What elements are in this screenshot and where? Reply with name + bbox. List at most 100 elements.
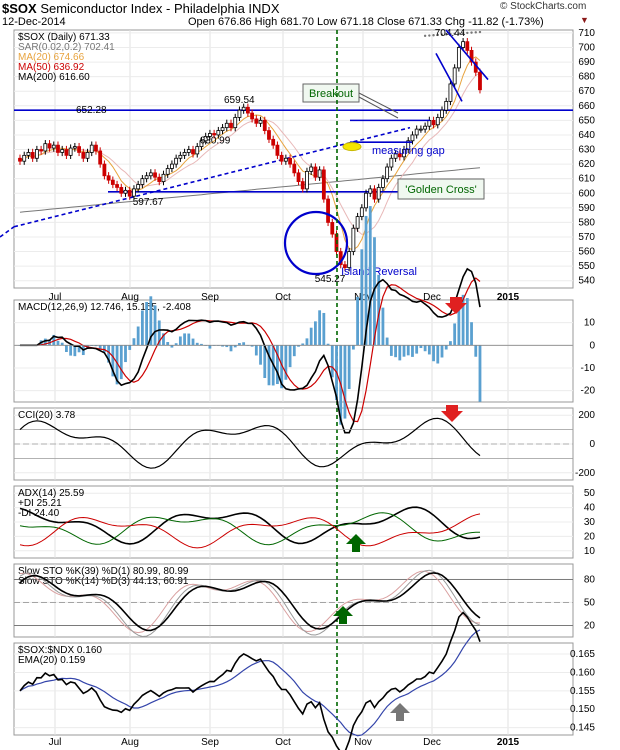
candle-body: [229, 122, 233, 129]
y-tick-label: 0.165: [570, 649, 595, 660]
y-tick-label: 570: [578, 232, 595, 243]
minus-di-line: [19, 513, 481, 549]
ratio-up-arrow-icon: [390, 703, 410, 721]
low-label-1: 597.67: [133, 197, 164, 208]
macd-histogram-bar: [297, 345, 300, 347]
candle-body: [174, 157, 179, 165]
macd-line: [20, 267, 481, 434]
legend-entry: $SOX:$NDX 0.160: [18, 645, 102, 656]
candle-body: [165, 168, 170, 175]
macd-histogram-bar: [43, 338, 47, 346]
y-tick-label: 80: [584, 574, 596, 585]
macd-histogram-bar: [318, 310, 322, 346]
y-tick-label: 620: [578, 159, 595, 170]
macd-histogram-bar: [229, 345, 233, 352]
sto-fast-k-line: [19, 569, 481, 638]
macd-histogram-bar: [128, 345, 132, 350]
macd-histogram-bar: [65, 345, 68, 353]
macd-histogram-bar: [153, 305, 157, 346]
y-tick-label: 20: [584, 531, 596, 542]
legend-entry: Slow STO %K(14) %D(3) 44.13, 60.91: [18, 576, 189, 587]
candle-body: [410, 134, 415, 142]
y-tick-label: 560: [578, 247, 595, 258]
candle-body: [317, 169, 322, 178]
macd-histogram-bar: [415, 345, 419, 354]
candle-body: [258, 119, 263, 124]
candle-body: [372, 188, 377, 200]
y-tick-label: 610: [578, 174, 595, 185]
macd-histogram-bar: [60, 342, 64, 346]
macd-histogram-bar: [465, 298, 469, 346]
macd-histogram-bar: [360, 249, 364, 346]
island-reversal-label: Island Reversal: [341, 266, 417, 278]
macd-histogram-bar: [238, 343, 241, 346]
ohlc-line: Open 676.86 High 681.70 Low 671.18 Close…: [188, 16, 544, 28]
candle-body: [250, 112, 255, 120]
y-tick-label: -10: [581, 363, 596, 374]
macd-histogram-bar: [69, 345, 73, 356]
candle-body: [127, 189, 132, 197]
macd-histogram-bar: [364, 215, 368, 346]
macd-histogram-bar: [432, 345, 435, 362]
legend-entry: ADX(14) 25.59: [18, 488, 85, 499]
candle-body: [364, 192, 368, 209]
chart-date: 12-Dec-2014: [2, 16, 66, 28]
candle-body: [279, 154, 284, 162]
candle-body: [347, 251, 352, 268]
candle-body: [385, 166, 390, 180]
plus-di-line: [19, 512, 480, 546]
macd-histogram-bar: [478, 345, 482, 402]
golden-cross-label: 'Golden Cross': [405, 184, 476, 196]
index-name: Semiconductor Index - Philadelphia INDX: [40, 1, 280, 16]
adx-line: [19, 506, 481, 545]
candle-body: [140, 178, 145, 185]
macd-histogram-bar: [242, 342, 246, 346]
x-month-label: Nov: [354, 737, 372, 748]
macd-histogram-bar: [191, 338, 195, 346]
y-tick-label: 0.150: [570, 704, 595, 715]
candle-body: [144, 175, 149, 180]
macd-histogram-bar: [254, 345, 258, 356]
candle-body: [431, 119, 436, 126]
legend-entry: +DI 25.21: [18, 498, 62, 509]
candle-body: [254, 118, 259, 124]
candle-body: [60, 149, 65, 153]
candle-body: [47, 143, 52, 149]
copyright: © StockCharts.com: [500, 1, 587, 12]
y-tick-label: 0.160: [570, 667, 595, 678]
macd-down-arrow-icon: [445, 297, 467, 314]
macd-histogram-bar: [149, 296, 153, 346]
macd-histogram-bar: [187, 333, 191, 346]
symbol: $SOX: [2, 1, 37, 16]
candle-body: [186, 149, 191, 153]
sar-dot: [445, 33, 448, 36]
golden-cross-box: [397, 178, 485, 200]
candle-body: [393, 153, 398, 159]
macd-histogram-bar: [368, 206, 372, 346]
y-tick-label: 600: [578, 188, 595, 199]
y-tick-label: 0.155: [570, 686, 595, 697]
ratio-ema-line: [19, 629, 481, 737]
macd-histogram-bar: [94, 345, 98, 347]
macd-histogram-bar: [449, 341, 452, 346]
candle-body: [94, 144, 98, 152]
macd-histogram-bar: [453, 323, 457, 346]
candle-body: [343, 264, 347, 268]
candle-body: [321, 169, 326, 200]
candle-body: [34, 149, 39, 159]
macd-histogram-bar: [398, 345, 402, 361]
macd-histogram-bar: [389, 345, 393, 356]
x-month-label: Sep: [201, 737, 219, 748]
macd-histogram-bar: [221, 345, 224, 347]
candle-body: [212, 133, 217, 136]
candle-body: [72, 146, 77, 149]
candle-body: [203, 136, 208, 142]
macd-histogram-bar: [440, 345, 444, 358]
macd-histogram-bar: [322, 312, 326, 346]
macd-histogram-bar: [470, 322, 473, 346]
candle-body: [220, 127, 225, 131]
sar-dot: [423, 34, 427, 38]
macd-histogram-bar: [461, 294, 465, 346]
down-marker-icon: ▼: [580, 15, 589, 25]
candle-body: [56, 144, 60, 153]
